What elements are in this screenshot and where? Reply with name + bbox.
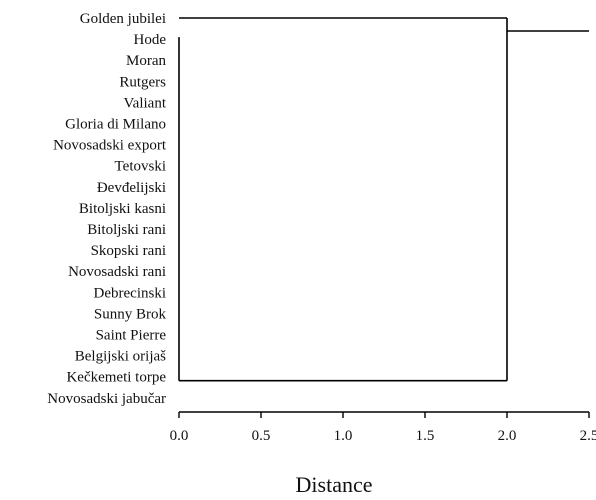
leaf-label-novosadski-export: Novosadski export [53, 138, 167, 154]
leaf-label-tetovski: Tetovski [115, 159, 166, 175]
leaf-labels: Golden jubilei Hode Moran Rutgers Valiant Glo… [47, 11, 167, 407]
leaf-label-rutgers: Rutgers [119, 74, 166, 90]
leaf-label-golden-jubilei: Golden jubilei [80, 11, 166, 27]
leaf-label-saint-pierre: Saint Pierre [96, 328, 167, 344]
x-tick-label-4: 2.0 [498, 428, 517, 444]
leaf-label-novosadski-jabucar: Novosadski jabučar [47, 391, 166, 407]
leaf-label-skopski-rani: Skopski rani [91, 243, 166, 259]
leaf-label-bitoljski-kasni: Bitoljski kasni [79, 201, 166, 217]
leaf-label-debrecinski: Debrecinski [94, 285, 166, 301]
leaf-label-novosadski-rani: Novosadski rani [68, 264, 166, 280]
x-axis-title: Distance [296, 472, 373, 497]
x-tick-label-1: 0.5 [252, 428, 271, 444]
leaf-label-moran: Moran [126, 53, 166, 69]
x-tick-label-3: 1.5 [416, 428, 435, 444]
dendrogram-links [178, 17, 589, 382]
leaf-label-bitoljski-rani: Bitoljski rani [87, 222, 166, 238]
leaf-label-keckemeti-torpe: Kečkemeti torpe [66, 370, 166, 386]
leaf-label-hode: Hode [134, 32, 167, 48]
leaf-label-belgijski-orijas: Belgijski orijaš [75, 349, 166, 365]
x-tick-label-5: 2.5 [580, 428, 596, 444]
x-tick-label-0: 0.0 [170, 428, 189, 444]
leaf-label-sunny-brok: Sunny Brok [94, 306, 167, 322]
x-axis: 0.0 0.5 1.0 1.5 2.0 2.5 [170, 411, 596, 444]
leaf-label-gloria-di-milano: Gloria di Milano [65, 117, 166, 133]
leaf-label-ev-elijski: Đevđelijski [97, 180, 166, 196]
leaf-label-valiant: Valiant [124, 95, 167, 111]
x-tick-label-2: 1.0 [334, 428, 353, 444]
